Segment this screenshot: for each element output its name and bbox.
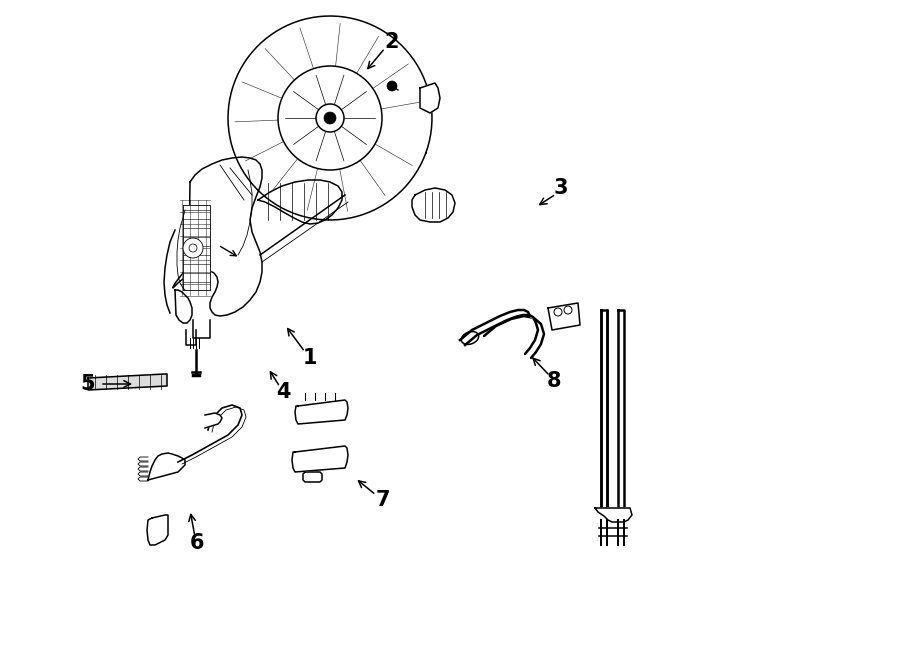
Polygon shape bbox=[175, 290, 192, 323]
Polygon shape bbox=[518, 310, 529, 315]
Ellipse shape bbox=[462, 332, 479, 344]
Polygon shape bbox=[472, 322, 493, 335]
Polygon shape bbox=[535, 330, 544, 344]
Text: 2: 2 bbox=[385, 32, 400, 52]
Polygon shape bbox=[88, 374, 167, 390]
Polygon shape bbox=[228, 16, 432, 220]
Polygon shape bbox=[601, 310, 607, 510]
Polygon shape bbox=[183, 205, 210, 290]
Polygon shape bbox=[535, 320, 544, 334]
Polygon shape bbox=[510, 310, 523, 317]
Polygon shape bbox=[490, 315, 511, 326]
Polygon shape bbox=[488, 316, 505, 327]
Polygon shape bbox=[292, 446, 348, 472]
Circle shape bbox=[564, 306, 572, 314]
Polygon shape bbox=[205, 413, 222, 428]
Polygon shape bbox=[258, 180, 342, 224]
Polygon shape bbox=[548, 303, 580, 330]
Circle shape bbox=[324, 112, 336, 124]
Circle shape bbox=[183, 238, 203, 258]
Polygon shape bbox=[530, 340, 541, 352]
Polygon shape bbox=[303, 472, 322, 482]
Polygon shape bbox=[412, 188, 455, 222]
Text: 4: 4 bbox=[275, 382, 290, 402]
Polygon shape bbox=[295, 400, 348, 424]
Polygon shape bbox=[595, 508, 632, 522]
Circle shape bbox=[278, 66, 382, 170]
Polygon shape bbox=[524, 310, 533, 317]
Polygon shape bbox=[505, 312, 524, 319]
Polygon shape bbox=[528, 314, 541, 324]
Polygon shape bbox=[500, 312, 515, 321]
Polygon shape bbox=[460, 330, 477, 345]
Polygon shape bbox=[518, 312, 534, 318]
Polygon shape bbox=[420, 83, 440, 113]
Text: 8: 8 bbox=[547, 371, 562, 391]
Polygon shape bbox=[525, 348, 536, 358]
Text: 1: 1 bbox=[302, 348, 317, 368]
Polygon shape bbox=[478, 322, 496, 336]
Circle shape bbox=[316, 104, 344, 132]
Polygon shape bbox=[173, 157, 262, 316]
Circle shape bbox=[387, 81, 397, 91]
Circle shape bbox=[554, 308, 562, 316]
Text: 6: 6 bbox=[190, 533, 204, 553]
Polygon shape bbox=[528, 312, 535, 321]
Polygon shape bbox=[147, 515, 168, 545]
Text: 5: 5 bbox=[81, 374, 95, 394]
Text: 7: 7 bbox=[376, 490, 391, 510]
Text: 3: 3 bbox=[554, 178, 568, 198]
Polygon shape bbox=[618, 310, 624, 510]
Polygon shape bbox=[148, 453, 185, 480]
Circle shape bbox=[189, 244, 197, 252]
